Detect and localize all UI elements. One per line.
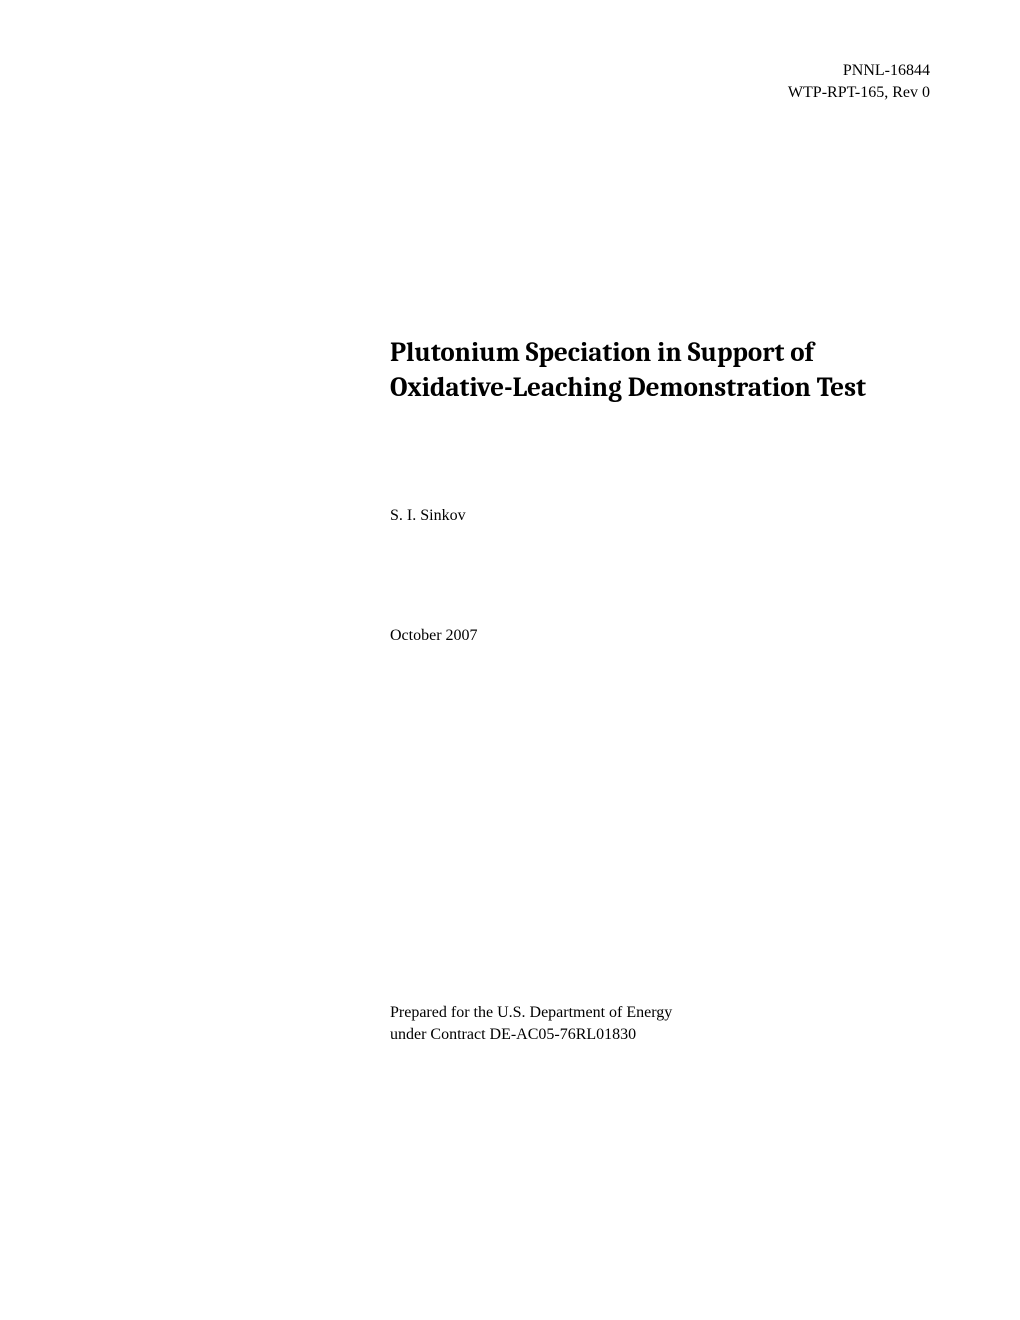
publication-date: October 2007 [390, 627, 478, 645]
author-name: S. I. Sinkov [390, 507, 466, 525]
report-cover-page: PNNL-16844 WTP-RPT-165, Rev 0 Plutonium … [0, 0, 1020, 1320]
footer-line-1: Prepared for the U.S. Department of Ener… [390, 1002, 672, 1024]
footer-line-2: under Contract DE-AC05-76RL01830 [390, 1024, 672, 1046]
title-block: Plutonium Speciation in Support of Oxida… [390, 335, 930, 405]
report-title: Plutonium Speciation in Support of Oxida… [390, 335, 930, 405]
date-block: October 2007 [390, 627, 478, 645]
author-block: S. I. Sinkov [390, 507, 466, 525]
header-report-numbers: PNNL-16844 WTP-RPT-165, Rev 0 [788, 60, 930, 105]
footer-block: Prepared for the U.S. Department of Ener… [390, 1002, 672, 1047]
report-number-1: PNNL-16844 [788, 60, 930, 82]
report-number-2: WTP-RPT-165, Rev 0 [788, 82, 930, 104]
